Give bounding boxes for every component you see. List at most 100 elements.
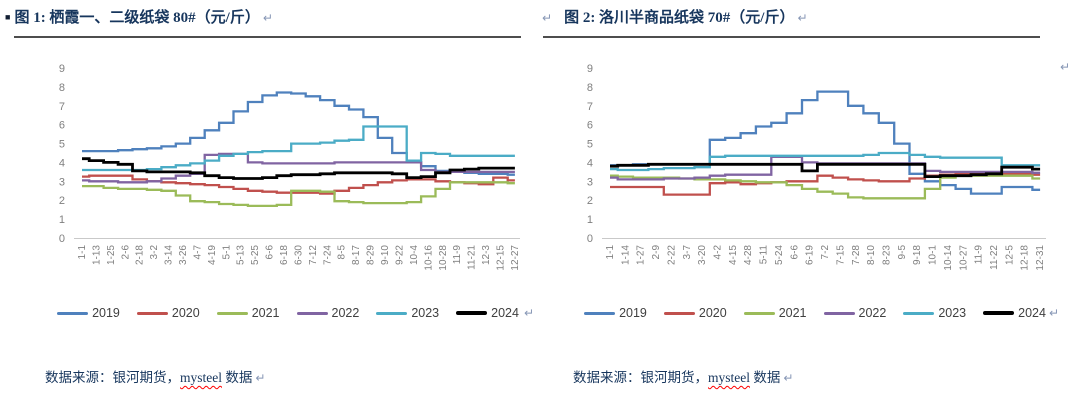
y-axis-tick-label: 7	[59, 101, 65, 113]
x-axis-tick-label: 5-11	[759, 245, 770, 265]
source-text: 数据来源：银河期货，	[573, 370, 708, 385]
legend-line-swatch	[376, 311, 408, 315]
x-axis-tick-label: 2-18	[135, 245, 146, 265]
legend-item-2019: 2019	[57, 306, 120, 320]
y-axis-tick-label: 1	[59, 214, 65, 226]
legend-label: 2024	[1018, 306, 1046, 320]
y-axis-tick-label: 4	[59, 157, 65, 169]
x-axis-tick-label: 1-27	[636, 245, 647, 265]
paragraph-mark-icon: ↵	[1049, 306, 1060, 320]
series-line-2019	[610, 90, 1041, 195]
legend-line-swatch	[983, 311, 1015, 315]
legend-line-swatch	[456, 311, 488, 315]
list-bullet-icon: ■	[5, 12, 11, 22]
legend-item-2023: 2023	[376, 306, 439, 320]
legend-item-2024: 2024	[983, 306, 1046, 320]
x-axis-tick-label: 10-1	[928, 245, 939, 265]
x-axis-tick-label: 12-5	[1004, 245, 1015, 265]
series-line-2022	[82, 152, 515, 184]
x-axis-tick-label: 9-18	[912, 245, 923, 265]
legend-item-2020: 2020	[663, 306, 727, 320]
x-axis-tick-label: 7-15	[835, 245, 846, 265]
x-axis-tick-label: 9-10	[380, 245, 391, 265]
paragraph-mark-icon: ↵	[255, 371, 266, 385]
y-axis-tick-label: 0	[587, 233, 593, 245]
y-axis-tick-label: 9	[59, 63, 65, 75]
x-axis-tick-label: 1-25	[106, 245, 117, 265]
x-axis-tick-label: 4-15	[728, 245, 739, 265]
x-axis-tick-label: 10-27	[958, 245, 969, 271]
x-axis-tick-label: 11-21	[467, 245, 478, 270]
x-axis-tick-label: 11-9	[452, 245, 463, 265]
legend-line-swatch	[57, 311, 89, 315]
legend-line-swatch	[663, 311, 695, 315]
x-axis-tick-label: 12-27	[510, 245, 521, 271]
y-axis-tick-label: 0	[59, 233, 65, 245]
y-axis-tick-label: 9	[587, 63, 593, 75]
x-axis-tick-label: 9-5	[897, 245, 908, 260]
paragraph-mark-icon: ↵	[524, 306, 535, 320]
legend-label: 2019	[619, 306, 647, 320]
legend-item-2022: 2022	[823, 306, 887, 320]
y-axis-tick-label: 1	[587, 214, 593, 226]
x-axis-tick-label: 8-29	[366, 245, 377, 265]
x-axis-tick-label: 8-17	[351, 245, 362, 265]
series-line-2021	[82, 181, 515, 208]
x-axis-tick-label: 3-14	[164, 245, 175, 265]
figure1-title-row: ■ 图 1: 栖霞一、二级纸袋 80#（元/斤） ↵	[0, 6, 545, 27]
x-axis-tick-label: 12-18	[1020, 245, 1031, 271]
series-line-2020	[610, 172, 1041, 196]
series-line-2023	[82, 125, 515, 172]
x-axis-tick-label: 1-13	[91, 245, 102, 265]
x-axis-tick-label: 6-6	[265, 245, 276, 260]
legend-line-swatch	[136, 311, 168, 315]
x-axis-tick-label: 1-14	[620, 245, 631, 265]
series-line-2019	[82, 91, 515, 176]
legend-item-2023: 2023	[903, 306, 966, 320]
legend-label: 2023	[411, 306, 440, 320]
figure2-legend: 2019 2020 2021 2022 2023 2024	[584, 304, 1046, 322]
legend-line-swatch	[903, 311, 935, 315]
legend-label: 2020	[171, 306, 200, 320]
y-axis-tick-label: 5	[59, 139, 65, 151]
x-axis-tick-label: 5-1	[221, 245, 232, 260]
legend-item-2021: 2021	[743, 306, 807, 320]
x-axis-tick-label: 3-7	[682, 245, 693, 260]
series-line-2023	[610, 151, 1041, 172]
y-axis-tick-label: 6	[59, 120, 65, 132]
x-axis-tick-label: 10-16	[423, 245, 434, 271]
legend-label: 2022	[858, 306, 887, 320]
legend-label: 2022	[331, 306, 360, 320]
x-axis-tick-label: 8-23	[882, 245, 893, 265]
x-axis-tick-label: 8-5	[337, 245, 348, 260]
series-line-2020	[82, 174, 515, 195]
figure1-legend: 2019 2020 2021 2022 2023 2024	[57, 304, 519, 322]
paragraph-mark-icon: ↵	[1060, 60, 1071, 74]
legend-item-2022: 2022	[296, 306, 360, 320]
x-axis-tick-label: 10-28	[438, 245, 449, 271]
x-axis-tick-label: 3-26	[178, 245, 189, 265]
x-axis-tick-label: 9-22	[395, 245, 406, 265]
x-axis-tick-label: 12-15	[496, 245, 507, 271]
y-axis-tick-label: 3	[587, 176, 593, 188]
x-axis-tick-label: 6-6	[789, 245, 800, 260]
x-axis-tick-label: 8-10	[866, 245, 877, 265]
legend-line-swatch	[743, 311, 775, 315]
paragraph-mark-icon: ↵	[783, 371, 794, 385]
source-brand-misspelled: mysteel	[180, 370, 222, 385]
paragraph-mark-icon: ↵	[797, 11, 808, 25]
x-axis-tick-label: 3-20	[697, 245, 708, 265]
legend-line-swatch	[584, 311, 616, 315]
legend-item-2020: 2020	[136, 306, 200, 320]
figure2-chart: 0 1 2 3 4 5 6 7 8 9 1-1 1-14 1-27 2-9 2-22 3-7 3-20 4-2 4-…	[587, 63, 1046, 271]
figure2-title-row: ↵ 图 2: 洛川半商品纸袋 70#（元/斤） ↵	[540, 6, 1080, 27]
series-line-2022	[610, 155, 1041, 181]
x-axis-tick-label: 5-24	[774, 245, 785, 265]
y-axis-tick-label: 5	[587, 139, 593, 151]
x-axis-tick-label: 2-9	[651, 245, 662, 260]
x-axis-tick-label: 7-12	[308, 245, 319, 265]
y-axis-tick-label: 2	[59, 195, 65, 207]
x-axis-tick-label: 7-24	[322, 245, 333, 265]
legend-item-2024: 2024	[456, 306, 519, 320]
x-axis-tick-label: 2-22	[666, 245, 677, 265]
